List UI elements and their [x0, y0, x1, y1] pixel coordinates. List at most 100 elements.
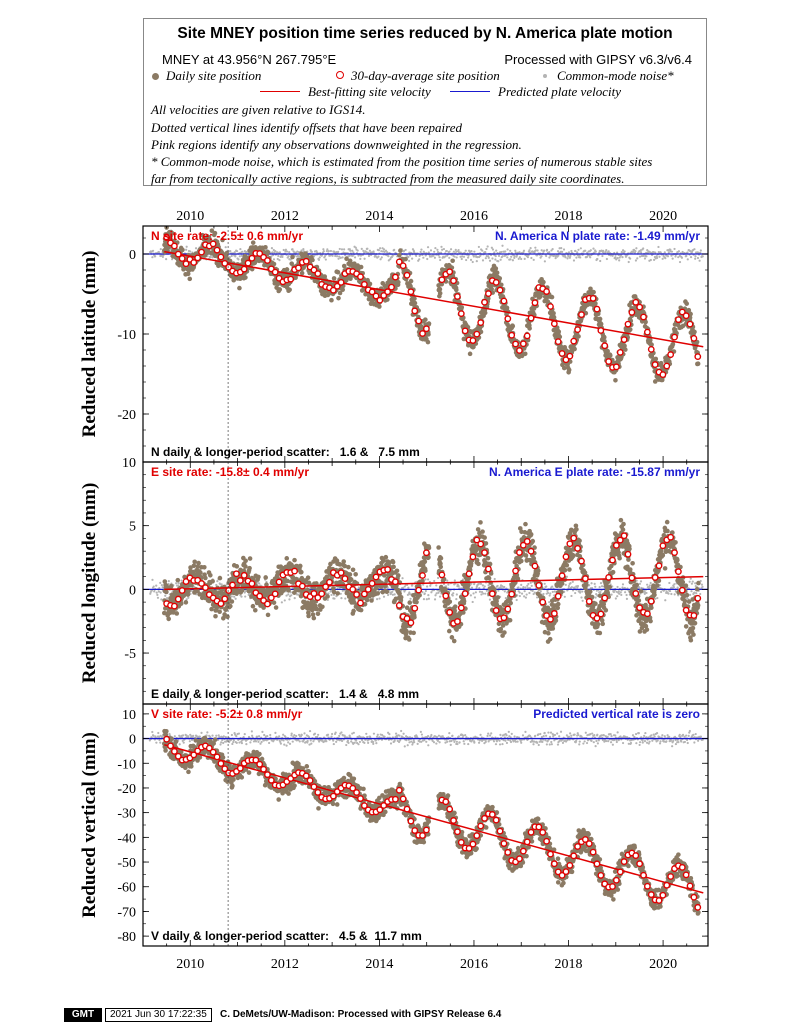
x-tick-label: 2016: [460, 209, 488, 224]
average-position-point: [357, 273, 364, 281]
common-mode-point: [433, 598, 437, 601]
common-mode-point: [572, 259, 576, 262]
common-mode-point: [245, 250, 248, 254]
common-mode-point: [579, 256, 582, 259]
common-mode-point: [493, 577, 496, 581]
daily-position-point: [367, 281, 373, 287]
common-mode-point: [497, 589, 500, 592]
common-mode-point: [344, 597, 347, 600]
average-position-point: [643, 328, 651, 336]
common-mode-point: [616, 251, 619, 254]
daily-position-point: [426, 321, 432, 326]
common-mode-point: [655, 256, 659, 260]
common-mode-point: [288, 250, 291, 254]
common-mode-point: [436, 248, 439, 251]
common-mode-point: [511, 259, 515, 262]
common-mode-point: [433, 256, 437, 259]
common-mode-point: [529, 247, 532, 250]
daily-position-point: [247, 556, 253, 561]
common-mode-point: [452, 250, 455, 253]
common-mode-point: [421, 591, 424, 594]
common-mode-point: [686, 258, 689, 261]
legend-daily: Daily site position: [166, 68, 262, 83]
daily-position-point: [166, 616, 171, 622]
common-mode-point: [407, 256, 410, 259]
daily-position-point: [197, 592, 202, 597]
common-mode-point: [352, 251, 355, 254]
common-mode-point: [372, 250, 375, 253]
common-mode-point: [690, 590, 693, 593]
daily-position-point: [209, 606, 214, 612]
common-mode-point: [167, 579, 170, 583]
common-mode-point: [473, 596, 477, 599]
average-position-point: [527, 314, 535, 322]
common-mode-point: [506, 256, 509, 259]
common-mode-point: [493, 251, 496, 254]
common-mode-point: [234, 255, 237, 258]
common-mode-point: [433, 579, 436, 583]
daily-position-point: [250, 240, 256, 245]
daily-position-point: [652, 379, 658, 384]
daily-position-point: [161, 610, 167, 616]
daily-position-point: [423, 317, 428, 322]
common-mode-point: [556, 250, 560, 253]
common-mode-point: [476, 256, 479, 259]
daily-position-point: [174, 611, 180, 616]
scatter-label: N daily & longer-period scatter: 1.6 & 7…: [151, 445, 420, 459]
common-mode-point: [503, 590, 506, 593]
common-mode-point: [189, 250, 192, 253]
common-mode-point: [509, 249, 512, 252]
daily-position-point: [320, 604, 325, 610]
average-position-point: [244, 259, 252, 267]
daily-position-point: [192, 559, 198, 565]
common-mode-point: [646, 248, 649, 252]
daily-position-point: [412, 300, 418, 306]
common-mode-point: [520, 583, 523, 586]
common-mode-point: [327, 250, 330, 253]
common-mode-point: [244, 589, 247, 593]
legend-predicted: Predicted plate velocity: [498, 84, 621, 99]
average-position-point: [597, 327, 605, 334]
common-mode-point: [472, 592, 475, 595]
daily-position-point: [684, 301, 690, 306]
common-mode-point: [281, 255, 284, 259]
common-mode-point: [567, 251, 571, 254]
common-mode-point: [575, 256, 578, 259]
average-position-point: [543, 288, 550, 295]
common-mode-point: [482, 587, 485, 590]
average-position-point: [337, 278, 345, 286]
common-mode-point: [666, 255, 670, 258]
daily-position-point: [467, 351, 473, 357]
common-mode-point: [382, 595, 386, 598]
common-mode-point: [604, 250, 607, 253]
daily-position-point: [622, 343, 627, 349]
daily-position-point: [208, 572, 213, 578]
daily-position-point: [437, 290, 443, 296]
average-position-point: [547, 303, 554, 310]
daily-position-point: [337, 290, 343, 296]
common-mode-point: [567, 586, 570, 590]
common-mode-point: [657, 245, 660, 249]
common-mode-point: [522, 586, 525, 589]
common-mode-point: [615, 258, 618, 261]
common-mode-point: [337, 257, 340, 260]
common-mode-point: [494, 258, 497, 261]
average-position-point: [368, 288, 376, 296]
common-mode-point: [422, 583, 425, 586]
common-mode-point: [426, 585, 429, 588]
common-mode-point: [539, 590, 542, 593]
x-tick-label: 2010: [176, 209, 204, 224]
common-mode-point: [497, 260, 500, 263]
common-mode-point: [329, 249, 333, 253]
daily-position-point: [541, 279, 546, 285]
best-fit-velocity-line: [164, 250, 704, 348]
daily-position-point: [247, 565, 252, 571]
average-position-point: [628, 309, 636, 316]
common-mode-point: [287, 255, 290, 258]
daily-position-point: [263, 244, 268, 250]
common-mode-point: [377, 249, 380, 252]
daily-position-point: [187, 276, 193, 282]
common-mode-point: [455, 598, 458, 601]
common-mode-point: [578, 254, 581, 257]
common-mode-point: [322, 250, 325, 253]
